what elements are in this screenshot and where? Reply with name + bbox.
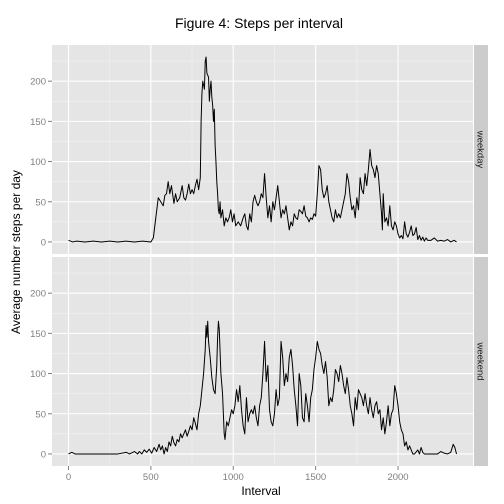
y-tick-label: 100 [30, 369, 46, 380]
y-tick-label: 100 [30, 157, 46, 168]
y-tick-label: 150 [30, 329, 46, 340]
series-line-weekday [68, 56, 457, 243]
x-axis: 0 500 1000 1500 2000 [66, 466, 409, 483]
panel-background [52, 257, 473, 466]
y-tick-label: 50 [35, 197, 46, 208]
y-tick-label: 200 [30, 77, 46, 88]
x-tick-label: 0 [66, 472, 71, 483]
facet-strip [474, 257, 488, 466]
facet-strip-label: weekend [475, 341, 486, 380]
y-tick-label: 150 [30, 117, 46, 128]
x-axis-label: Interval [241, 484, 280, 498]
y-tick-label: 50 [35, 409, 46, 420]
x-tick-label: 1000 [223, 472, 244, 483]
facet-panels: 0 50 100 150 200 weekday 0 50 100 150 200 weekend [30, 45, 488, 466]
y-tick-label: 0 [41, 237, 46, 248]
facet-panel-weekend: 0 50 100 150 200 weekend [30, 257, 488, 466]
facet-panel-weekday: 0 50 100 150 200 weekday [30, 45, 488, 254]
facet-strip-label: weekday [475, 130, 486, 169]
x-tick-label: 1500 [305, 472, 326, 483]
facet-strip [474, 45, 488, 254]
panel-background [52, 45, 473, 254]
x-tick-label: 2000 [387, 472, 408, 483]
y-tick-label: 200 [30, 289, 46, 300]
x-tick-label: 500 [143, 472, 159, 483]
y-axis-label: Average number steps per day [9, 170, 23, 334]
y-tick-label: 0 [41, 449, 46, 460]
chart-title: Figure 4: Steps per interval [175, 15, 343, 31]
series-line-weekend [68, 320, 458, 455]
